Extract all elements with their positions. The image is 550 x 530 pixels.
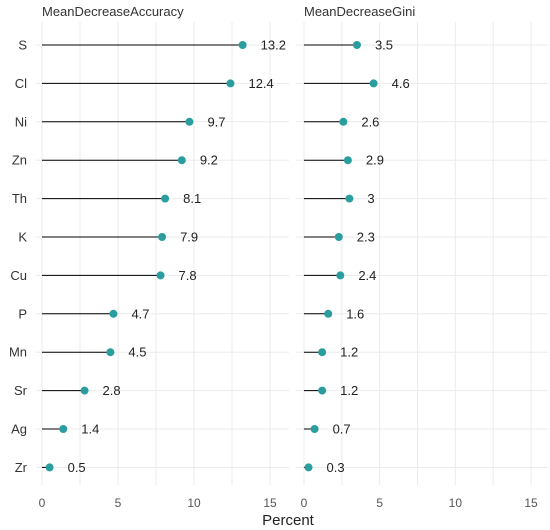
value-label-ni: 9.7 <box>207 114 225 129</box>
panels: MeanDecreaseAccuracy 0 5 10 15 13.2 12.4 9.7 9.2… <box>39 4 538 510</box>
lollipop-point-mn <box>318 348 327 357</box>
value-label-ni: 2.6 <box>361 114 379 129</box>
value-label-p: 4.7 <box>131 306 149 321</box>
lollipop-point-ag <box>59 425 68 433</box>
x-tick-label: 0 <box>301 496 308 510</box>
category-axis: S Cl Ni Zn Th K Cu P Mn Sr Ag Zr <box>9 38 28 475</box>
lollipop-point-k <box>158 233 167 241</box>
lollipop-point-s <box>238 41 247 49</box>
lollipop-point-zr <box>304 463 313 472</box>
value-label-k: 7.9 <box>180 230 198 245</box>
lollipop-point-cu <box>156 271 165 280</box>
category-label-cu: Cu <box>10 268 27 283</box>
lollipop-point-cl <box>369 79 378 88</box>
lollipop-point-sr <box>318 386 327 395</box>
value-label-cu: 2.4 <box>358 268 376 283</box>
value-label-zn: 2.9 <box>366 153 384 168</box>
value-label-sr: 2.8 <box>103 383 121 398</box>
value-label-th: 8.1 <box>183 191 201 206</box>
x-tick-label: 15 <box>263 496 277 510</box>
value-label-mn: 4.5 <box>128 345 146 360</box>
panel-title: MeanDecreaseAccuracy <box>42 4 184 19</box>
category-label-s: S <box>18 38 27 53</box>
category-label-zn: Zn <box>12 153 27 168</box>
value-label-zr: 0.5 <box>68 460 86 475</box>
value-label-zn: 9.2 <box>200 153 218 168</box>
category-label-ni: Ni <box>15 114 27 129</box>
value-label-th: 3 <box>367 191 374 206</box>
x-tick-label: 5 <box>115 496 122 510</box>
category-label-zr: Zr <box>15 460 28 475</box>
value-label-s: 13.2 <box>261 38 286 53</box>
lollipop-point-cl <box>226 79 235 88</box>
x-tick-label: 10 <box>449 496 463 510</box>
value-label-cl: 4.6 <box>392 76 410 91</box>
lollipop-point-s <box>352 41 361 49</box>
value-label-p: 1.6 <box>346 306 364 321</box>
lollipop-point-ag <box>310 425 319 433</box>
grid-layer <box>36 22 548 485</box>
x-axis-label: Percent <box>262 512 315 529</box>
x-tick-label: 0 <box>39 496 46 510</box>
lollipop-point-zn <box>343 156 352 165</box>
lollipop-point-p <box>109 309 118 318</box>
panel-title: MeanDecreaseGini <box>304 4 415 19</box>
lollipop-point-zn <box>177 156 186 165</box>
lollipop-point-mn <box>106 348 115 357</box>
value-label-ag: 0.7 <box>333 422 351 437</box>
value-label-mn: 1.2 <box>340 345 358 360</box>
value-label-sr: 1.2 <box>340 383 358 398</box>
lollipop-point-k <box>334 233 343 241</box>
category-label-mn: Mn <box>9 345 27 360</box>
lollipop-point-ni <box>339 117 348 126</box>
lollipop-point-th <box>345 194 354 203</box>
panel-1: MeanDecreaseAccuracy 0 5 10 15 13.2 12.4 9.7 9.2… <box>39 4 286 510</box>
panel-2: MeanDecreaseGini 0 5 10 15 3.5 4.6 2.6 2.9 3 2.3 2.… <box>301 4 538 510</box>
value-label-s: 3.5 <box>375 38 393 53</box>
category-label-p: P <box>18 306 27 321</box>
value-label-k: 2.3 <box>357 230 375 245</box>
lollipop-point-cu <box>336 271 345 280</box>
lollipop-point-sr <box>80 386 89 395</box>
x-tick-label: 10 <box>187 496 201 510</box>
value-label-cu: 7.8 <box>179 268 197 283</box>
category-label-k: K <box>18 230 27 245</box>
lollipop-point-zr <box>45 463 54 472</box>
lollipop-point-ni <box>185 117 194 126</box>
x-tick-label: 5 <box>376 496 383 510</box>
category-label-sr: Sr <box>14 383 28 398</box>
lollipop-point-p <box>324 309 333 318</box>
x-tick-label: 15 <box>524 496 538 510</box>
lollipop-point-th <box>161 194 170 203</box>
category-label-ag: Ag <box>11 422 27 437</box>
category-label-th: Th <box>12 191 27 206</box>
category-label-cl: Cl <box>15 76 27 91</box>
value-label-ag: 1.4 <box>81 422 99 437</box>
value-label-zr: 0.3 <box>327 460 345 475</box>
value-label-cl: 12.4 <box>248 76 273 91</box>
